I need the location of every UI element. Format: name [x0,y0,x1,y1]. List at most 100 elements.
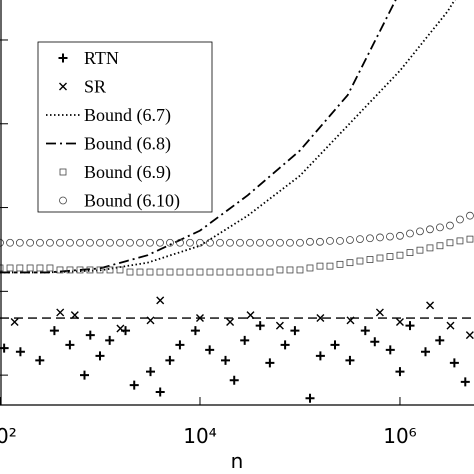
marker-square [436,242,444,250]
marker-plus [290,326,300,336]
legend-label: Bound (6.10) [84,191,180,212]
x-tick-label: 10⁶ [383,424,416,448]
marker-square [426,244,434,252]
plot-area [0,0,474,403]
marker-circle [226,238,234,247]
marker-circle [416,227,424,236]
marker-plus [265,358,275,368]
marker-circle [396,231,404,240]
marker-square [456,237,464,245]
marker-square [59,168,67,176]
marker-x [395,318,404,327]
marker-plus [395,367,405,377]
marker-x [59,82,67,91]
marker-circle [176,238,184,247]
marker-x [446,321,455,330]
marker-plus [205,345,215,355]
marker-plus [85,330,95,340]
marker-square [326,262,334,270]
marker-plus [315,351,325,361]
marker-circle [356,235,364,244]
marker-plus [435,335,445,345]
marker-plus [405,321,415,331]
marker-square [446,239,454,247]
marker-plus [105,335,115,345]
marker-square [176,268,184,276]
marker-square [306,264,314,272]
marker-circle [26,238,35,247]
legend-label: SR [84,77,106,97]
marker-square [156,268,164,276]
marker-square [276,266,284,274]
axes [0,0,474,406]
marker-square [56,266,64,274]
marker-square [256,268,264,276]
marker-square [376,254,384,262]
marker-square [0,264,4,272]
marker-square [126,268,134,276]
marker-plus [280,340,290,350]
marker-circle [446,221,454,230]
marker-plus [420,347,430,357]
marker-circle [246,238,254,247]
marker-plus [240,335,250,345]
marker-square [6,264,14,272]
marker-x [465,331,474,340]
marker-circle [166,238,174,247]
marker-plus [330,340,340,350]
legend-box [37,41,213,213]
marker-circle [406,229,414,238]
marker-circle [426,225,434,234]
marker-square [146,268,154,276]
marker-plus [35,355,45,365]
marker-circle [276,238,284,247]
marker-square [396,251,404,259]
marker-square [246,268,254,276]
marker-plus [255,321,265,331]
marker-circle [116,238,124,247]
marker-circle [36,238,44,247]
marker-square [116,266,124,274]
marker-square [106,266,114,274]
marker-circle [156,238,164,247]
marker-circle [106,238,114,247]
marker-circle [126,238,134,247]
marker-circle [296,238,304,247]
marker-circle [386,232,394,241]
marker-plus [15,347,25,357]
marker-square [386,253,394,260]
marker-plus [190,326,200,336]
marker-square [96,266,104,274]
marker-square [166,268,174,276]
marker-plus [65,340,75,350]
marker-square [296,266,304,274]
marker-circle [146,238,154,247]
marker-x [346,316,355,325]
legend-label: RTN [84,48,119,68]
marker-circle [286,238,294,247]
marker-circle [66,238,74,247]
marker-square [186,268,194,276]
marker-square [266,268,274,276]
marker-plus [95,351,105,361]
marker-plus [370,337,380,347]
marker-circle [0,238,4,247]
marker-square [316,262,324,270]
marker-square [286,266,294,274]
marker-square [226,268,234,276]
marker-x [156,296,165,305]
marker-x [70,311,79,320]
legend-label: Bound (6.8) [84,134,171,155]
marker-plus [460,377,470,387]
marker-circle [336,236,344,245]
marker-circle [306,237,314,246]
marker-x [246,311,255,320]
marker-square [76,266,84,274]
marker-circle [76,238,84,247]
marker-circle [376,233,384,242]
marker-square [466,235,474,243]
marker-plus [58,53,68,63]
marker-square [346,259,354,267]
marker-circle [236,238,244,247]
